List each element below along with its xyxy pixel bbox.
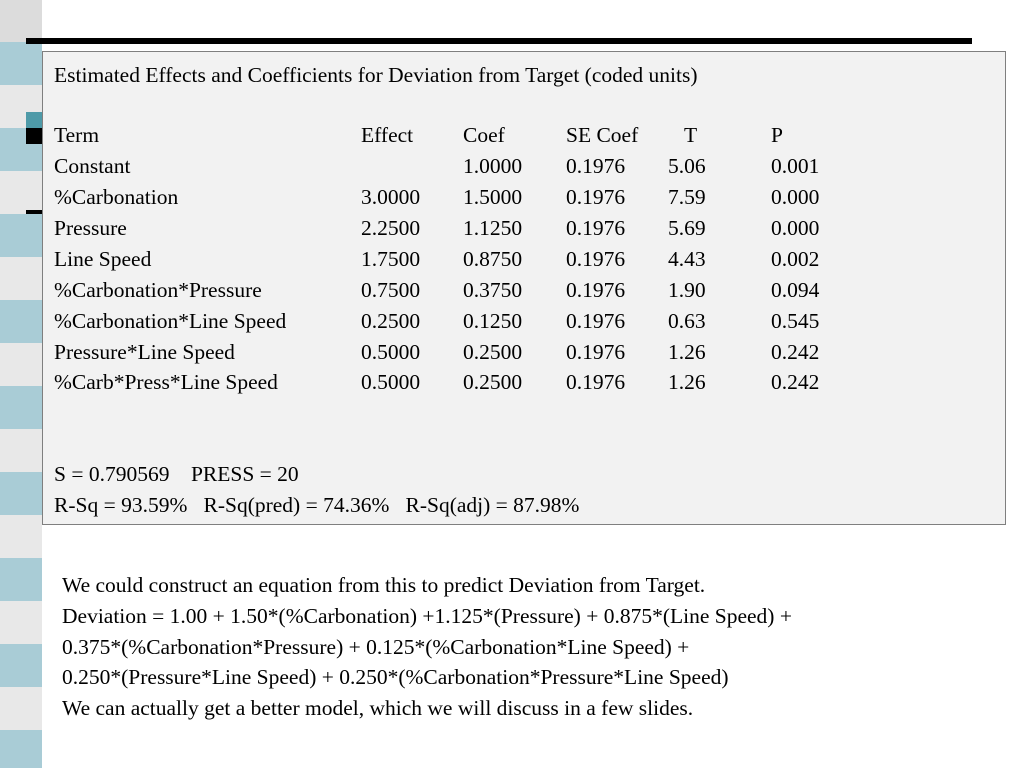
stripe-block: [0, 644, 42, 687]
cell-se-coef: 0.1976: [566, 185, 626, 209]
stripe-block: [0, 214, 42, 257]
cell-coef: 0.2500: [463, 340, 523, 364]
cell-effect: 0.7500: [361, 278, 421, 302]
header-p: P: [771, 123, 783, 147]
stripe-block: [0, 601, 42, 644]
cell-term: Line Speed: [54, 247, 152, 271]
cell-t: 7.59: [668, 185, 706, 209]
stripe-block: [0, 687, 42, 730]
cell-t: 5.06: [668, 154, 706, 178]
cell-t: 1.26: [668, 340, 706, 364]
stripe-block: [0, 386, 42, 429]
header-se-coef: SE Coef: [566, 123, 639, 147]
header-t: T: [684, 123, 698, 147]
cell-se-coef: 0.1976: [566, 309, 626, 333]
explanation-text: We could construct an equation from this…: [62, 570, 792, 724]
cell-coef: 0.2500: [463, 370, 523, 394]
stripe-block: [0, 42, 42, 85]
cell-coef: 0.8750: [463, 247, 523, 271]
stripe-block: [0, 429, 42, 472]
stripe-block: [0, 257, 42, 300]
cell-p: 0.000: [771, 185, 820, 209]
cell-t: 1.26: [668, 370, 706, 394]
stripe-block: [0, 171, 42, 214]
cell-effect: 0.5000: [361, 340, 421, 364]
stripe-block: [0, 730, 42, 768]
cell-p: 0.545: [771, 309, 820, 333]
cell-term: %Carb*Press*Line Speed: [54, 370, 278, 394]
cell-effect: 1.7500: [361, 247, 421, 271]
text-line: Deviation = 1.00 + 1.50*(%Carbonation) +…: [62, 603, 792, 628]
text-line: 0.375*(%Carbonation*Pressure) + 0.125*(%…: [62, 634, 690, 659]
title-rule: [26, 38, 972, 44]
cell-effect: 0.2500: [361, 309, 421, 333]
cell-coef: 1.1250: [463, 216, 523, 240]
cell-p: 0.000: [771, 216, 820, 240]
cell-coef: 0.3750: [463, 278, 523, 302]
cell-effect: 3.0000: [361, 185, 421, 209]
accent-square: [26, 128, 42, 144]
cell-term: Constant: [54, 154, 131, 178]
cell-t: 5.69: [668, 216, 706, 240]
cell-se-coef: 0.1976: [566, 370, 626, 394]
panel-title: Estimated Effects and Coefficients for D…: [54, 63, 698, 87]
accent-square: [26, 112, 42, 128]
header-effect: Effect: [361, 123, 414, 147]
stripe-block: [0, 558, 42, 601]
cell-term: %Carbonation*Pressure: [54, 278, 262, 302]
text-line: We can actually get a better model, whic…: [62, 696, 694, 721]
stripe-block: [0, 472, 42, 515]
cell-se-coef: 0.1976: [566, 340, 626, 364]
cell-se-coef: 0.1976: [566, 154, 626, 178]
accent-dash: [26, 210, 42, 214]
cell-p: 0.242: [771, 340, 820, 364]
cell-p: 0.094: [771, 278, 820, 302]
cell-term: %Carbonation*Line Speed: [54, 309, 287, 333]
cell-coef: 1.0000: [463, 154, 523, 178]
cell-coef: 1.5000: [463, 185, 523, 209]
cell-p: 0.242: [771, 370, 820, 394]
stats-line-r-sq: R-Sq = 93.59% R-Sq(pred) = 74.36% R-Sq(a…: [54, 493, 580, 517]
cell-term: %Carbonation: [54, 185, 179, 209]
cell-t: 0.63: [668, 309, 706, 333]
cell-p: 0.002: [771, 247, 820, 271]
cell-t: 4.43: [668, 247, 706, 271]
cell-p: 0.001: [771, 154, 820, 178]
cell-term: Pressure*Line Speed: [54, 340, 235, 364]
cell-t: 1.90: [668, 278, 706, 302]
stripe-block: [0, 515, 42, 558]
stripe-block: [0, 343, 42, 386]
cell-se-coef: 0.1976: [566, 278, 626, 302]
cell-term: Pressure: [54, 216, 127, 240]
stats-line-s-press: S = 0.790569 PRESS = 20: [54, 462, 299, 486]
cell-effect: 2.2500: [361, 216, 421, 240]
stripe-block: [0, 300, 42, 343]
text-line: We could construct an equation from this…: [62, 573, 706, 597]
header-coef: Coef: [463, 123, 505, 147]
cell-se-coef: 0.1976: [566, 247, 626, 271]
cell-se-coef: 0.1976: [566, 216, 626, 240]
header-term: Term: [54, 123, 100, 147]
cell-effect: 0.5000: [361, 370, 421, 394]
regression-output-panel: Estimated Effects and Coefficients for D…: [42, 51, 1006, 525]
cell-coef: 0.1250: [463, 309, 523, 333]
text-line: 0.250*(Pressure*Line Speed) + 0.250*(%Ca…: [62, 665, 729, 690]
